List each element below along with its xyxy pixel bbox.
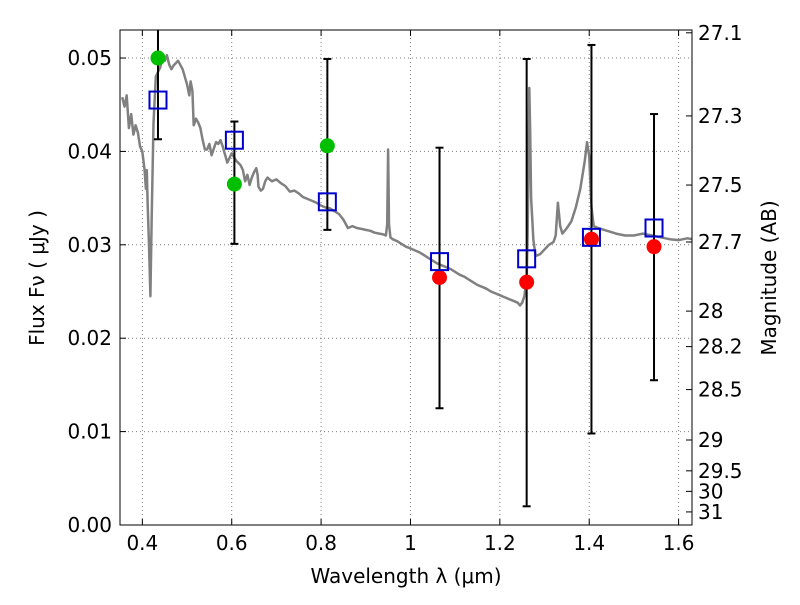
y2-tick-label: 28.2	[698, 335, 743, 359]
y2-axis-title: Magnitude (AB)	[757, 200, 781, 355]
x-tick-label: 0.8	[305, 531, 337, 555]
y-tick-label: 0.05	[67, 46, 112, 70]
observed-point-red	[432, 270, 448, 285]
y-tick-label: 0.03	[67, 233, 112, 257]
observed-point-green	[226, 176, 242, 192]
model-square	[148, 90, 168, 110]
observed-point-red	[519, 274, 535, 290]
x-axis: 0.4 0.6 0.8 1 1.2 1.4 1.6	[126, 30, 695, 555]
y2-tick-label: 30	[698, 479, 723, 503]
y2-tick-label: 31	[698, 500, 723, 524]
model-square	[430, 252, 450, 272]
x-tick-label: 1	[404, 531, 417, 555]
observed-point-green	[319, 138, 335, 154]
model-square	[644, 218, 664, 238]
observed-point-red	[583, 231, 599, 247]
y2-tick-label: 27.5	[698, 173, 743, 197]
y-axis-title: Flux Fν ( μJy )	[25, 210, 49, 346]
y-axis: 0.00 0.01 0.02 0.03 0.04 0.05	[67, 46, 126, 537]
model-square	[317, 192, 337, 212]
y-tick-label: 0.01	[67, 420, 112, 444]
y-tick-label: 0.00	[67, 513, 112, 537]
observed-point-red	[646, 239, 662, 255]
y2-tick-label: 28.5	[698, 378, 743, 402]
model-squares	[148, 90, 664, 272]
x-tick-label: 1.4	[573, 531, 605, 555]
model-square	[224, 130, 244, 150]
error-bars	[153, 30, 659, 508]
y2-tick-label: 27.1	[698, 21, 743, 45]
y2-tick-label: 29	[698, 428, 723, 452]
x-tick-label: 0.4	[126, 531, 158, 555]
grid	[120, 30, 692, 525]
y-tick-label: 0.04	[67, 139, 112, 163]
template-spectrum-layer	[120, 53, 692, 307]
y2-tick-label: 27.3	[698, 104, 743, 128]
plot-frame	[119, 29, 693, 526]
model-square	[517, 249, 537, 269]
x-tick-label: 0.6	[216, 531, 248, 555]
x-tick-label: 1.2	[484, 531, 516, 555]
model-square	[581, 227, 601, 247]
template-spectrum-line	[120, 53, 692, 307]
observed-point-green	[150, 50, 166, 66]
y-tick-label: 0.02	[67, 326, 112, 350]
y2-tick-label: 27.7	[698, 230, 743, 254]
y2-tick-label: 28	[698, 299, 723, 323]
y2-tick-label: 29.5	[698, 459, 743, 483]
data-points	[150, 50, 662, 290]
x-axis-title: Wavelength λ (μm)	[310, 564, 501, 588]
x-tick-label: 1.6	[663, 531, 695, 555]
